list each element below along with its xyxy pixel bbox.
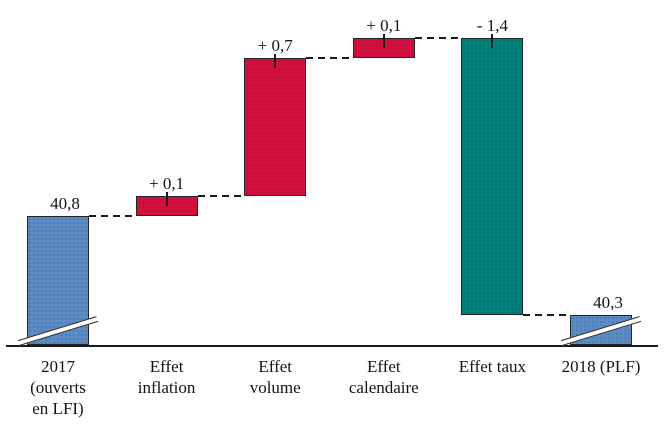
value-label: 40,8 [50,194,80,213]
connector-dashed-line [306,56,353,59]
bar-effet-volume [244,57,307,197]
category-label-line: 2017 [41,357,75,376]
category-label: 2018 (PLF) [536,356,666,377]
category-label-line: volume [249,378,301,397]
value-label: + 0,1 [366,15,402,35]
connector-dashed-line [414,36,462,39]
category-label: Effet inflation [102,356,232,398]
category-label-line: Effet [366,357,401,376]
bar-2017-ouverts-en-lfi [27,216,89,345]
category-label-line: calendaire [348,378,419,397]
category-label-line: 2018 (PLF) [561,357,641,376]
category-label: Effet volume [210,356,340,398]
value-tick-mark [491,33,494,48]
connector-dashed-line [197,195,245,198]
category-label-line: Effet taux [458,357,526,376]
value-label: - 1,4 [476,15,508,35]
value-label: + 0,1 [149,174,185,194]
category-label: Effet taux [427,356,557,377]
value-tick-mark [165,192,168,207]
category-label-line: en LFI) [32,399,84,418]
category-label-line: inflation [137,378,196,397]
value-label: 40,3 [593,293,623,312]
category-label: 2017 (ouverts en LFI) [0,356,123,419]
value-tick-mark [274,53,277,68]
category-label-line: Effet [258,357,293,376]
category-label: Effet calendaire [319,356,449,398]
category-label-line: (ouverts [30,378,86,397]
bar-effet-taux [461,37,524,315]
value-label: + 0,7 [257,35,293,55]
value-tick-mark [382,33,385,48]
connector-dashed-line [89,215,136,217]
x-axis-line [6,345,658,347]
connector-dashed-line [523,314,570,316]
category-label-line: Effet [149,357,184,376]
